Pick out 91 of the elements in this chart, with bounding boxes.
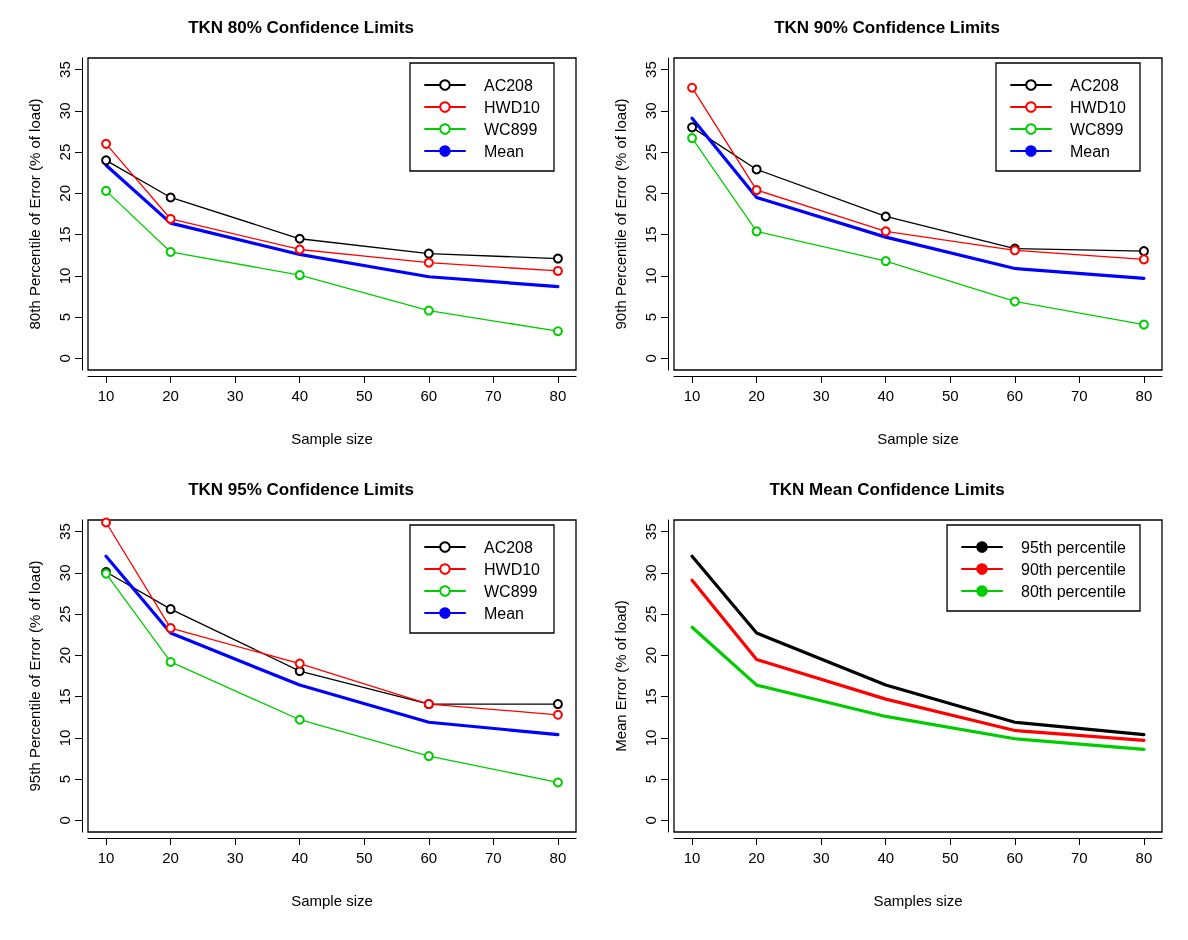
x-tick-label: 10 (683, 387, 701, 404)
y-tick-label: 0 (56, 354, 73, 363)
x-tick-label: 60 (420, 849, 438, 866)
x-tick-label: 20 (748, 849, 765, 866)
x-tick-label: 20 (162, 849, 179, 866)
legend-label: 80th percentile (1021, 582, 1127, 600)
x-tick-label: 40 (877, 849, 895, 866)
y-tick-label: 10 (56, 267, 73, 285)
legend-label: AC208 (1069, 76, 1120, 94)
x-tick-label: 40 (291, 849, 309, 866)
y-tick-label: 0 (642, 354, 659, 363)
y-tick-label: 25 (642, 605, 659, 623)
y-tick-label: 5 (642, 313, 659, 322)
y-tick-label: 10 (56, 729, 73, 747)
y-axis-title: 95th Percentile of Error (% of load) (26, 560, 43, 792)
x-axis-title: Samples size (873, 892, 963, 909)
y-tick-label: 35 (642, 523, 659, 540)
y-axis-title: 80th Percentile of Error (% of load) (26, 98, 43, 330)
chart-title: TKN Mean Confidence Limits (769, 480, 1005, 499)
x-axis-title: Sample size (291, 892, 373, 909)
y-tick-label: 10 (642, 267, 659, 285)
x-axis-title: Sample size (877, 430, 959, 447)
x-tick-label: 20 (748, 387, 765, 404)
x-tick-label: 40 (877, 387, 895, 404)
legend-label: HWD10 (483, 560, 541, 578)
legend-label: WC899 (483, 582, 538, 600)
x-tick-label: 50 (941, 849, 959, 866)
y-tick-label: 15 (56, 226, 73, 243)
x-tick-label: 30 (226, 849, 244, 866)
y-tick-label: 15 (56, 688, 73, 705)
x-tick-label: 70 (485, 849, 502, 866)
y-tick-label: 35 (642, 61, 659, 78)
y-tick-label: 15 (642, 688, 659, 705)
x-tick-label: 60 (1006, 387, 1024, 404)
y-tick-label: 0 (56, 816, 73, 825)
x-tick-label: 30 (226, 387, 244, 404)
legend-label: HWD10 (1069, 98, 1127, 116)
x-tick-label: 50 (941, 387, 959, 404)
x-tick-label: 70 (1071, 387, 1088, 404)
y-tick-label: 25 (642, 143, 659, 161)
y-tick-label: 30 (56, 102, 73, 120)
x-tick-label: 80 (1135, 849, 1153, 866)
chart-title: TKN 95% Confidence Limits (188, 480, 414, 499)
legend-label: WC899 (1069, 120, 1124, 138)
x-tick-label: 40 (291, 387, 309, 404)
x-tick-label: 60 (1006, 849, 1024, 866)
x-tick-label: 70 (485, 387, 502, 404)
y-tick-label: 30 (642, 564, 659, 582)
y-tick-label: 35 (56, 61, 73, 78)
legend-label: WC899 (483, 120, 538, 138)
y-axis-title: 90th Percentile of Error (% of load) (612, 98, 629, 330)
y-tick-label: 35 (56, 523, 73, 540)
y-tick-label: 30 (642, 102, 659, 120)
y-tick-label: 5 (642, 775, 659, 784)
y-tick-label: 10 (642, 729, 659, 747)
chart-title: TKN 90% Confidence Limits (774, 18, 1000, 37)
y-tick-label: 20 (642, 647, 659, 664)
x-tick-label: 10 (97, 849, 115, 866)
y-tick-label: 0 (642, 816, 659, 825)
x-tick-label: 80 (549, 387, 567, 404)
y-tick-label: 25 (56, 143, 73, 161)
x-tick-label: 20 (162, 387, 179, 404)
x-axis-title: Sample size (291, 430, 373, 447)
legend-label: Mean (483, 142, 525, 160)
y-tick-label: 5 (56, 313, 73, 322)
x-tick-label: 50 (355, 849, 373, 866)
legend-label: AC208 (483, 76, 534, 94)
legend-label: 95th percentile (1021, 538, 1127, 556)
y-tick-label: 20 (642, 185, 659, 202)
legend-label: 90th percentile (1021, 560, 1127, 578)
x-tick-label: 60 (420, 387, 438, 404)
x-tick-label: 10 (97, 387, 115, 404)
x-tick-label: 70 (1071, 849, 1088, 866)
y-tick-label: 20 (56, 185, 73, 202)
y-tick-label: 20 (56, 647, 73, 664)
x-tick-label: 50 (355, 387, 373, 404)
legend-label: Mean (483, 604, 525, 622)
x-tick-label: 80 (1135, 387, 1153, 404)
y-tick-label: 25 (56, 605, 73, 623)
y-tick-label: 5 (56, 775, 73, 784)
legend-label: AC208 (483, 538, 534, 556)
y-tick-label: 15 (642, 226, 659, 243)
y-tick-label: 30 (56, 564, 73, 582)
y-axis-title: Mean Error (% of load) (612, 600, 629, 752)
chart-title: TKN 80% Confidence Limits (188, 18, 414, 37)
x-tick-label: 30 (812, 849, 830, 866)
legend-label: Mean (1069, 142, 1111, 160)
legend-label: HWD10 (483, 98, 541, 116)
x-tick-label: 30 (812, 387, 830, 404)
x-tick-label: 10 (683, 849, 701, 866)
x-tick-label: 80 (549, 849, 567, 866)
